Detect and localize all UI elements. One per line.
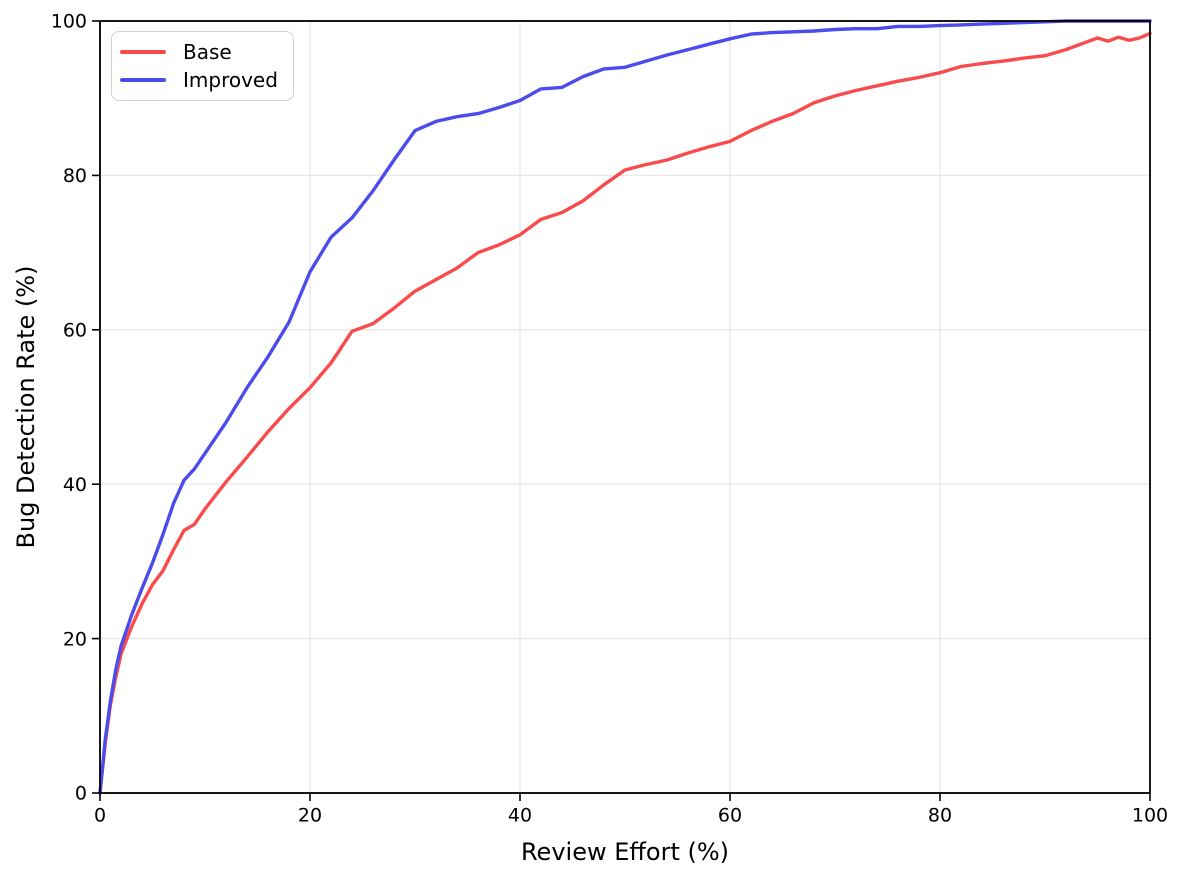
legend: Base Improved — [111, 31, 294, 101]
series-layer — [98, 19, 1152, 795]
legend-line-swatch-base — [120, 49, 166, 54]
legend-label-base: Base — [183, 39, 232, 64]
y-axis-label: Bug Detection Rate (%) — [12, 265, 40, 549]
legend-item-base: Base — [120, 39, 283, 65]
legend-line-swatch-improved — [120, 78, 166, 83]
grid-layer — [99, 20, 1151, 794]
x-tick-label: 0 — [94, 805, 106, 827]
y-tick-label: 60 — [63, 319, 87, 341]
legend-item-improved: Improved — [120, 67, 283, 93]
axes-spines — [99, 20, 1151, 794]
y-tick-label: 20 — [63, 628, 87, 650]
x-tick-label: 60 — [718, 805, 742, 827]
y-tick-label: 100 — [51, 11, 87, 33]
series-line-improved — [98, 19, 1152, 795]
series-line-base — [98, 31, 1152, 795]
x-axis-label: Review Effort (%) — [520, 838, 730, 866]
tick-labels-layer: 0 20 40 60 80 100 0 20 40 60 80 100 — [51, 11, 1168, 827]
x-tick-label: 40 — [508, 805, 532, 827]
y-tick-label: 40 — [63, 474, 87, 496]
x-tick-label: 20 — [298, 805, 322, 827]
x-tick-label: 100 — [1132, 805, 1168, 827]
y-tick-label: 80 — [63, 165, 87, 187]
spines-layer — [99, 20, 1151, 794]
x-tick-label: 80 — [928, 805, 952, 827]
ticks-layer — [92, 20, 1151, 801]
y-tick-label: 0 — [75, 783, 87, 805]
legend-label-improved: Improved — [183, 68, 278, 93]
